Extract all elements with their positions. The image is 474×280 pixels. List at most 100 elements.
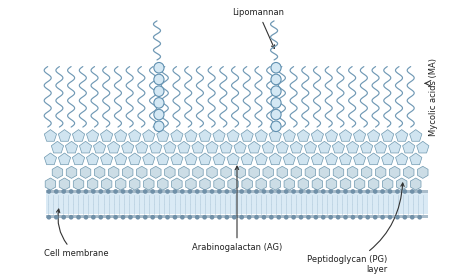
Polygon shape xyxy=(108,141,120,153)
Circle shape xyxy=(380,215,385,220)
Polygon shape xyxy=(136,141,148,153)
Circle shape xyxy=(373,215,377,220)
Ellipse shape xyxy=(271,109,281,120)
Circle shape xyxy=(225,189,229,194)
Circle shape xyxy=(121,189,125,194)
Polygon shape xyxy=(269,130,282,141)
Circle shape xyxy=(291,189,296,194)
Circle shape xyxy=(262,215,266,220)
Ellipse shape xyxy=(154,121,164,132)
Polygon shape xyxy=(185,130,197,141)
Circle shape xyxy=(351,215,356,220)
Polygon shape xyxy=(220,141,232,153)
Polygon shape xyxy=(207,166,217,178)
Circle shape xyxy=(365,189,370,194)
Bar xyxy=(46,190,428,193)
Circle shape xyxy=(173,215,177,220)
Polygon shape xyxy=(128,153,141,165)
Circle shape xyxy=(388,189,392,194)
Polygon shape xyxy=(137,166,147,178)
Polygon shape xyxy=(417,141,429,153)
Polygon shape xyxy=(270,178,281,190)
Polygon shape xyxy=(304,141,317,153)
Polygon shape xyxy=(171,153,183,165)
Polygon shape xyxy=(66,166,77,178)
Polygon shape xyxy=(116,178,126,190)
Circle shape xyxy=(180,189,185,194)
Polygon shape xyxy=(192,141,204,153)
Polygon shape xyxy=(249,166,259,178)
Circle shape xyxy=(195,189,200,194)
Polygon shape xyxy=(333,166,344,178)
Circle shape xyxy=(69,215,73,220)
Circle shape xyxy=(336,189,340,194)
Circle shape xyxy=(328,189,333,194)
Circle shape xyxy=(306,215,311,220)
Polygon shape xyxy=(241,153,253,165)
Polygon shape xyxy=(340,178,351,190)
Polygon shape xyxy=(58,153,71,165)
Polygon shape xyxy=(100,130,113,141)
Polygon shape xyxy=(51,141,64,153)
Circle shape xyxy=(217,189,222,194)
Circle shape xyxy=(395,215,400,220)
Circle shape xyxy=(247,189,251,194)
Ellipse shape xyxy=(154,62,164,73)
Polygon shape xyxy=(193,166,203,178)
Circle shape xyxy=(158,189,163,194)
Circle shape xyxy=(61,189,66,194)
Circle shape xyxy=(217,215,222,220)
Polygon shape xyxy=(101,178,112,190)
Circle shape xyxy=(136,215,140,220)
Circle shape xyxy=(210,189,214,194)
Ellipse shape xyxy=(154,109,164,120)
Polygon shape xyxy=(199,130,211,141)
Polygon shape xyxy=(396,153,408,165)
Polygon shape xyxy=(305,166,316,178)
Polygon shape xyxy=(277,166,288,178)
Polygon shape xyxy=(122,141,134,153)
Circle shape xyxy=(299,189,303,194)
Polygon shape xyxy=(339,130,352,141)
Polygon shape xyxy=(389,141,401,153)
Polygon shape xyxy=(283,130,295,141)
Circle shape xyxy=(269,189,273,194)
Polygon shape xyxy=(115,130,127,141)
Circle shape xyxy=(158,215,163,220)
Circle shape xyxy=(276,215,281,220)
Ellipse shape xyxy=(271,86,281,96)
Circle shape xyxy=(299,215,303,220)
Circle shape xyxy=(46,189,51,194)
Ellipse shape xyxy=(271,62,281,73)
Polygon shape xyxy=(346,141,359,153)
Circle shape xyxy=(173,189,177,194)
Ellipse shape xyxy=(154,98,164,108)
Circle shape xyxy=(165,215,170,220)
Polygon shape xyxy=(58,130,71,141)
Circle shape xyxy=(187,189,192,194)
Text: Mycolic acids (MA): Mycolic acids (MA) xyxy=(429,58,438,136)
Circle shape xyxy=(121,215,125,220)
Circle shape xyxy=(106,189,110,194)
Text: Arabinogalactan (AG): Arabinogalactan (AG) xyxy=(192,166,282,252)
Ellipse shape xyxy=(154,86,164,96)
Polygon shape xyxy=(44,130,56,141)
Polygon shape xyxy=(311,153,324,165)
Circle shape xyxy=(113,215,118,220)
Polygon shape xyxy=(355,178,365,190)
Polygon shape xyxy=(73,178,84,190)
Polygon shape xyxy=(382,153,394,165)
Polygon shape xyxy=(262,141,274,153)
Polygon shape xyxy=(206,141,218,153)
Circle shape xyxy=(336,215,340,220)
Circle shape xyxy=(262,189,266,194)
Polygon shape xyxy=(122,166,133,178)
Circle shape xyxy=(395,189,400,194)
Circle shape xyxy=(225,215,229,220)
Circle shape xyxy=(306,189,311,194)
Polygon shape xyxy=(86,153,99,165)
Polygon shape xyxy=(200,178,210,190)
Circle shape xyxy=(254,215,259,220)
Polygon shape xyxy=(234,141,246,153)
Text: Lipomannan: Lipomannan xyxy=(232,8,284,48)
